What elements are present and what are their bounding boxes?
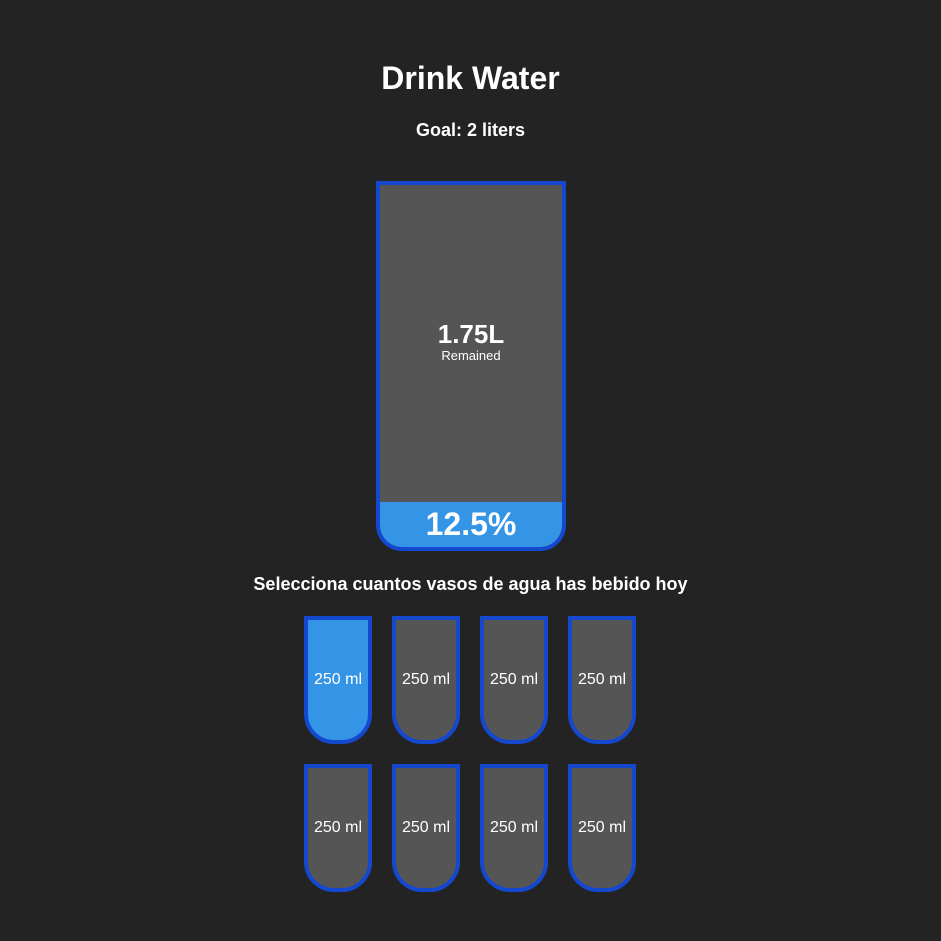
small-cup-6[interactable]: 250 ml [392,764,460,892]
small-cup-4[interactable]: 250 ml [568,616,636,744]
remained-section: 1.75L Remained [380,185,562,502]
goal-text: Goal: 2 liters [415,120,526,140]
small-cup-5[interactable]: 250 ml [304,764,372,892]
remained-label: Remained [441,347,501,363]
small-cup-7[interactable]: 250 ml [480,764,548,892]
small-cup-3[interactable]: 250 ml [480,616,548,744]
page-title: Drink Water [381,60,560,96]
small-cup-1[interactable]: 250 ml [304,616,372,744]
big-cup: 1.75L Remained 12.5% [376,181,566,551]
percentage-fill: 12.5% [380,502,562,547]
remained-value: 1.75L [437,318,505,349]
small-cups-grid: 250 ml 250 ml 250 ml 250 ml 250 ml 250 m… [304,616,640,892]
small-cup-2[interactable]: 250 ml [392,616,460,744]
instruction-text: Selecciona cuantos vasos de agua has beb… [253,574,688,594]
small-cup-8[interactable]: 250 ml [568,764,636,892]
